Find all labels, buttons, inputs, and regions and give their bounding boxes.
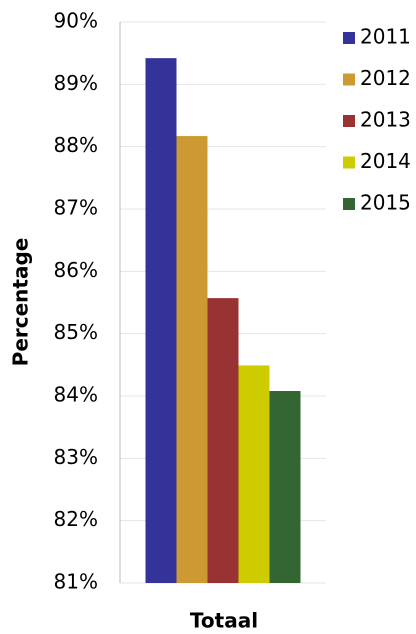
legend-label: 2015	[360, 191, 411, 215]
y-axis-label: Percentage	[9, 238, 33, 367]
legend-swatch	[343, 73, 355, 86]
legend-swatch	[343, 156, 355, 169]
bar	[269, 391, 301, 583]
y-tick-label: 82%	[54, 507, 98, 531]
y-tick-label: 83%	[54, 445, 98, 469]
y-tick-label: 81%	[54, 570, 98, 594]
y-tick-label: 88%	[54, 133, 98, 157]
y-tick-label: 85%	[54, 320, 98, 344]
legend-label: 2013	[360, 108, 411, 132]
y-tick-label: 89%	[54, 71, 98, 95]
x-tick-label: Totaal	[190, 609, 258, 633]
y-tick-label: 84%	[54, 383, 98, 407]
legend-label: 2014	[360, 149, 411, 173]
y-tick-label: 87%	[54, 196, 98, 220]
legend-label: 2011	[360, 25, 411, 49]
bar	[207, 298, 239, 583]
legend-swatch	[343, 32, 355, 44]
legend-swatch	[343, 115, 355, 127]
y-tick-label: 86%	[54, 258, 98, 282]
legend-swatch	[343, 198, 355, 210]
bar	[176, 136, 208, 583]
y-tick-label: 90%	[54, 9, 98, 33]
bar	[145, 58, 177, 584]
legend-label: 2012	[360, 66, 411, 90]
bar	[238, 365, 270, 583]
